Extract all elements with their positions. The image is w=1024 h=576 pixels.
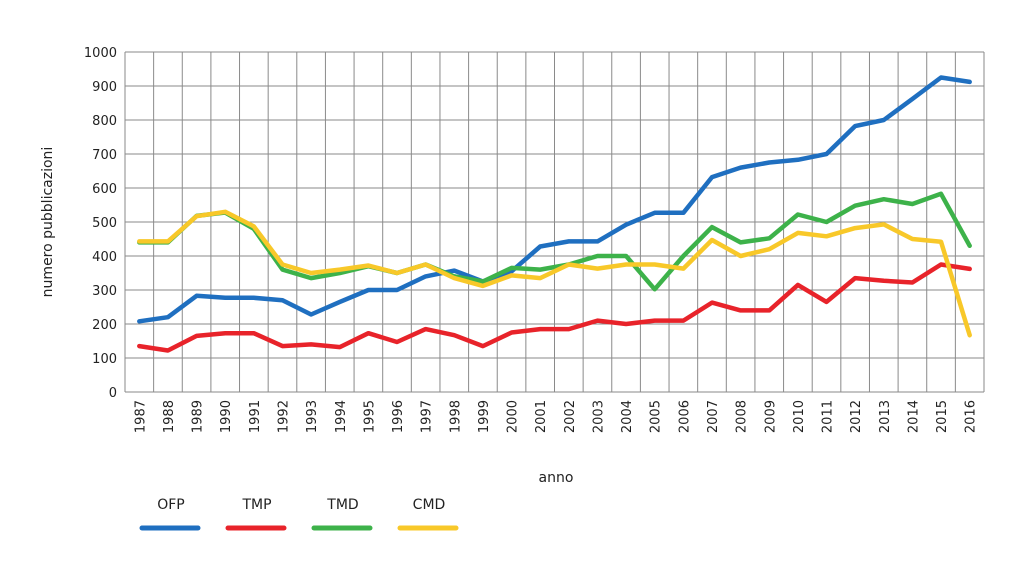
x-tick-label: 1995 [362, 400, 377, 433]
x-tick-label: 1993 [305, 400, 320, 433]
x-tick-label: 2004 [620, 400, 635, 433]
x-tick-label: 2008 [735, 400, 750, 433]
grid [124, 51, 985, 393]
y-tick-label: 700 [92, 148, 117, 163]
legend-label-tmd: TMD [326, 497, 358, 513]
x-tick-label: 2002 [563, 400, 578, 433]
x-tick-label: 2016 [964, 400, 979, 433]
y-axis-title: numero pubblicazioni [40, 147, 56, 298]
x-tick-label: 2003 [591, 400, 606, 433]
y-tick-label: 800 [92, 114, 117, 129]
x-tick-label: 2010 [792, 400, 807, 433]
y-tick-label: 900 [92, 80, 117, 95]
x-tick-label: 1988 [162, 400, 177, 433]
x-tick-label: 1989 [191, 400, 206, 433]
series-lines [137, 75, 972, 353]
x-tick-label: 1996 [391, 400, 406, 433]
legend: OFP TMP TMD CMD [139, 497, 459, 531]
y-tick-label: 200 [92, 318, 117, 333]
x-tick-label: 1994 [334, 400, 349, 433]
legend-label-tmp: TMP [241, 497, 271, 513]
legend-label-cmd: CMD [413, 497, 446, 513]
y-tick-label: 300 [92, 284, 117, 299]
x-axis-title: anno [539, 470, 574, 486]
x-axis-ticks: 1987 1988 1989 1990 1991 1992 1993 1994 1995 1996… [133, 400, 978, 433]
x-tick-label: 2007 [706, 400, 721, 433]
x-tick-label: 1997 [420, 400, 435, 433]
x-tick-label: 2015 [935, 400, 950, 433]
x-tick-label: 2009 [763, 400, 778, 433]
x-tick-label: 2006 [677, 400, 692, 433]
x-tick-label: 2005 [649, 400, 664, 433]
y-tick-label: 100 [92, 352, 117, 367]
series-line-tmd [137, 191, 972, 292]
y-tick-label: 400 [92, 250, 117, 265]
series-line-cmd [137, 209, 972, 338]
x-tick-label: 2012 [849, 400, 864, 433]
x-tick-label: 1999 [477, 400, 492, 433]
x-tick-label: 1990 [219, 400, 234, 433]
x-tick-label: 1992 [276, 400, 291, 433]
x-tick-label: 1998 [448, 400, 463, 433]
x-tick-label: 2011 [821, 400, 836, 433]
x-tick-label: 1987 [133, 400, 148, 433]
y-tick-label: 600 [92, 182, 117, 197]
legend-label-ofp: OFP [157, 497, 185, 513]
x-tick-label: 2014 [906, 400, 921, 433]
x-tick-label: 2001 [534, 400, 549, 433]
x-tick-label: 1991 [248, 400, 263, 433]
x-tick-label: 2013 [878, 400, 893, 433]
series-line-ofp [137, 75, 972, 324]
y-tick-label: 0 [109, 386, 117, 401]
y-axis-ticks: 0 100 200 300 400 500 600 700 800 900 1000 [84, 46, 117, 401]
x-tick-label: 2000 [506, 400, 521, 433]
y-tick-label: 1000 [84, 46, 117, 61]
y-tick-label: 500 [92, 216, 117, 231]
series-line-tmp [137, 262, 972, 353]
